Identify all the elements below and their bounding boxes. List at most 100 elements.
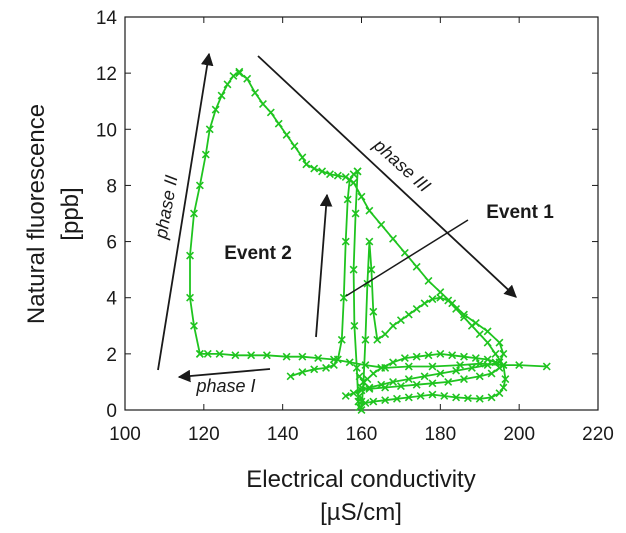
data-point-marker xyxy=(377,220,386,229)
data-point-marker xyxy=(463,394,472,403)
data-point-marker xyxy=(217,91,226,100)
data-point-marker xyxy=(190,209,198,218)
x-tick-label: 220 xyxy=(582,424,614,445)
data-point-marker xyxy=(444,377,453,386)
data-point-marker xyxy=(361,335,370,344)
data-point-marker xyxy=(298,368,307,377)
data-point-marker xyxy=(247,351,256,360)
data-point-marker xyxy=(428,390,437,399)
data-point-marker xyxy=(404,375,413,384)
data-point-marker xyxy=(359,377,368,386)
data-point-marker xyxy=(355,391,364,400)
data-point-marker xyxy=(404,393,413,402)
annotation-event-1: Event 1 xyxy=(486,202,554,223)
annotation-phase-i: phase I xyxy=(195,376,255,396)
data-point-marker xyxy=(349,389,358,398)
data-point-marker xyxy=(436,349,445,358)
data-point-marker xyxy=(357,406,366,414)
x-tick-label: 140 xyxy=(267,424,299,445)
x-tick-label: 120 xyxy=(188,424,220,445)
x-axis-title-line1: Electrical conductivity xyxy=(246,466,475,493)
data-point-marker xyxy=(298,153,307,162)
y-axis-title-line1: Natural fluorescence xyxy=(23,104,50,324)
data-point-marker xyxy=(460,352,468,361)
data-point-marker xyxy=(400,248,409,257)
ticks: 100 120 140 160 180 200 220 0 2 4 6 8 10 12 14 xyxy=(96,8,614,445)
data-point-marker xyxy=(274,119,283,128)
data-point-marker xyxy=(460,375,468,384)
data-point-marker xyxy=(467,363,476,372)
data-point-marker xyxy=(373,335,382,344)
data-point-marker xyxy=(369,307,378,316)
data-point-marker xyxy=(357,192,366,201)
series-phase-ii xyxy=(186,67,244,358)
data-point-marker xyxy=(262,351,271,360)
y-tick-label: 4 xyxy=(106,289,117,310)
data-point-marker xyxy=(483,355,492,364)
y-tick-label: 6 xyxy=(106,233,117,254)
y-tick-label: 8 xyxy=(106,176,117,197)
data-point-marker xyxy=(381,396,390,405)
data-point-marker xyxy=(337,335,346,344)
data-point-marker xyxy=(499,349,508,358)
data-point-marker xyxy=(215,349,224,358)
data-point-marker xyxy=(456,361,465,370)
data-point-marker xyxy=(186,293,195,302)
data-point-marker xyxy=(367,265,376,274)
data-point-marker xyxy=(345,358,354,367)
series-line xyxy=(238,72,505,397)
phase-iii-arrow xyxy=(257,55,517,298)
data-point-marker xyxy=(424,351,433,360)
annotation-phase-ii: phase II xyxy=(151,174,182,242)
data-point-marker xyxy=(333,355,342,364)
data-point-marker xyxy=(475,330,484,339)
data-point-marker xyxy=(302,160,311,169)
data-point-marker xyxy=(341,391,350,400)
data-point-marker xyxy=(258,100,267,108)
data-point-marker xyxy=(211,105,220,114)
data-point-marker xyxy=(355,372,364,381)
data-point-marker xyxy=(341,173,350,181)
series-line xyxy=(199,352,547,369)
data-point-marker xyxy=(381,330,390,339)
x-tick-label: 100 xyxy=(109,424,141,445)
data-point-marker xyxy=(428,379,437,388)
data-point-marker xyxy=(205,125,214,134)
data-point-marker xyxy=(436,369,445,378)
data-point-marker xyxy=(343,195,352,204)
data-point-marker xyxy=(195,349,204,358)
data-point-marker xyxy=(329,361,338,370)
data-point-marker xyxy=(424,276,433,285)
data-point-marker xyxy=(251,88,260,97)
series-baseline xyxy=(355,349,504,393)
data-point-marker xyxy=(351,209,360,218)
series-line xyxy=(290,170,359,378)
data-point-marker xyxy=(286,372,295,381)
x-tick-label: 180 xyxy=(424,424,456,445)
data-point-marker xyxy=(314,354,323,363)
data-point-marker xyxy=(389,377,397,386)
data-point-marker xyxy=(393,394,401,403)
data-point-marker xyxy=(365,383,374,392)
data-point-marker xyxy=(412,262,421,271)
data-point-marker xyxy=(322,363,330,372)
data-point-marker xyxy=(357,397,366,406)
data-point-marker xyxy=(491,358,500,367)
data-point-marker xyxy=(310,365,319,374)
data-point-marker xyxy=(203,349,212,358)
data-point-marker xyxy=(318,167,327,176)
data-point-marker xyxy=(452,304,461,313)
data-point-marker xyxy=(363,375,372,384)
phase-ii-arrow xyxy=(157,52,214,371)
y-tick-label: 12 xyxy=(96,64,117,85)
annotation-phase-iii: phase III xyxy=(369,134,434,196)
data-point-marker xyxy=(420,372,429,381)
data-point-marker xyxy=(298,352,307,361)
data-point-marker xyxy=(491,349,500,358)
data-point-marker xyxy=(460,310,468,319)
data-point-marker xyxy=(428,362,437,371)
data-point-marker xyxy=(404,310,413,319)
data-point-marker xyxy=(420,299,429,308)
event-2-arrow xyxy=(315,193,333,338)
